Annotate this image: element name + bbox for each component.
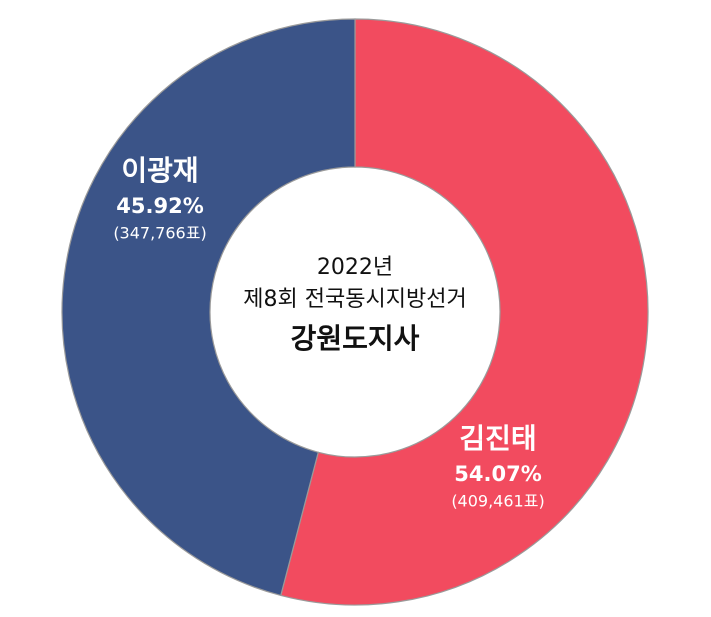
- slice-label: 이광재: [121, 154, 198, 187]
- vote-label: (409,461표): [451, 492, 544, 511]
- value-label: 45.92%: [116, 194, 203, 218]
- center-line: 제8회 전국동시지방선거: [243, 287, 466, 312]
- slice: [61, 18, 356, 597]
- value-label: 54.07%: [454, 462, 541, 486]
- center-title: 강원도지사: [291, 322, 420, 355]
- center-line: 2022년: [317, 255, 393, 280]
- slice: [280, 18, 649, 606]
- donut: [61, 18, 649, 606]
- slice-label: 김진태: [459, 422, 536, 455]
- vote-label: (347,766표): [113, 224, 206, 243]
